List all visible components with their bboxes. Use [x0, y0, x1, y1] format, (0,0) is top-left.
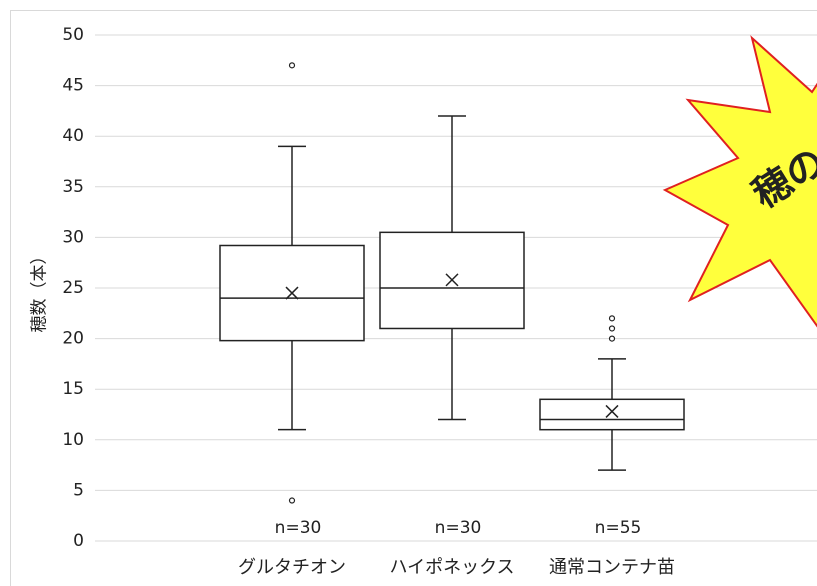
- y-tick-label: 45: [62, 76, 84, 96]
- x-tick-label: 通常コンテナ苗: [549, 557, 675, 578]
- page: {"chart_data": {"type": "box", "y_label"…: [0, 0, 817, 586]
- y-tick-label: 35: [62, 177, 84, 197]
- x-tick-label: グルタチオン: [238, 557, 346, 578]
- outlier: [290, 63, 295, 68]
- box: [540, 399, 684, 429]
- y-tick-label: 10: [62, 430, 84, 450]
- y-tick-label: 15: [62, 379, 84, 399]
- y-tick-label: 25: [62, 278, 84, 298]
- annotation: n=55: [595, 518, 642, 538]
- annotation: n=30: [275, 518, 322, 538]
- y-tick-label: 20: [62, 329, 84, 349]
- annotation: n=30: [435, 518, 482, 538]
- y-tick-label: 5: [73, 480, 84, 500]
- y-tick-label: 50: [62, 25, 84, 45]
- outlier: [610, 336, 615, 341]
- chart: 0 5 10 15 20 25 30 35 40 45 50 グルタチオン n=30 ハイポネックス n=3…: [0, 0, 817, 586]
- outlier: [610, 326, 615, 331]
- y-tick-label: 40: [62, 126, 84, 146]
- x-tick-label: ハイポネックス: [389, 557, 514, 578]
- y-axis-label: 穂数（本）: [30, 248, 50, 333]
- y-tick-label: 0: [73, 531, 84, 551]
- y-tick-label: 30: [62, 227, 84, 247]
- outlier: [290, 498, 295, 503]
- outlier: [610, 316, 615, 321]
